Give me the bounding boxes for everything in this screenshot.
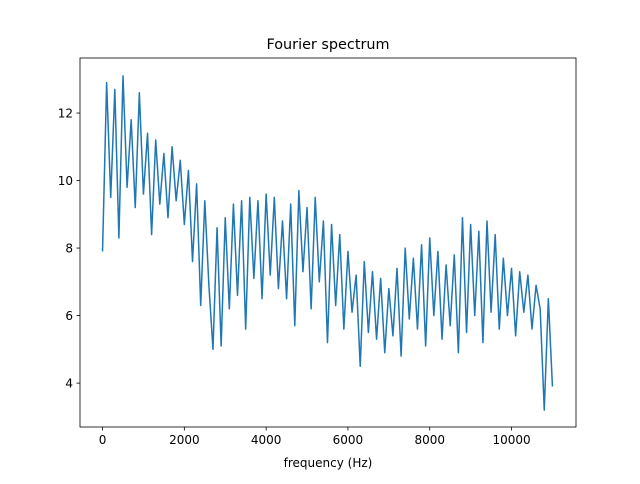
spectrum-line (101, 75, 554, 411)
plot-frame (79, 57, 577, 428)
y-tick-label: 4 (65, 377, 73, 391)
y-tick-label: 8 (65, 242, 73, 256)
x-tick-label: 8000 (414, 433, 445, 447)
x-tick-label: 10000 (492, 433, 530, 447)
x-tick-label: 2000 (169, 433, 200, 447)
x-tick-label: 6000 (333, 433, 364, 447)
y-tick-label: 10 (58, 174, 73, 188)
x-tick-label: 0 (99, 433, 107, 447)
y-tick-label: 12 (58, 107, 73, 121)
y-tick-label: 6 (65, 309, 73, 323)
x-tick-label: 4000 (251, 433, 282, 447)
chart-title: Fourier spectrum (266, 37, 389, 53)
x-axis-label: frequency (Hz) (284, 456, 373, 470)
